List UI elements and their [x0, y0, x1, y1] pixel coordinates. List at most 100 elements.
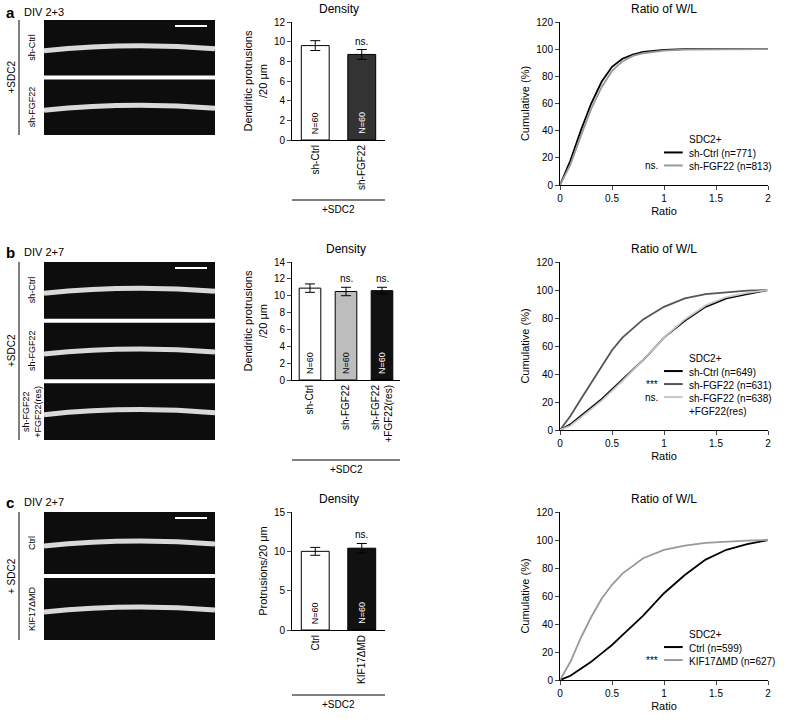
- svg-text:DIV 2+3: DIV 2+3: [24, 6, 64, 18]
- svg-text:12: 12: [274, 273, 286, 284]
- svg-text:0: 0: [557, 688, 563, 699]
- svg-text:KIF17ΔMD: KIF17ΔMD: [27, 586, 37, 631]
- svg-text:ns.: ns.: [340, 273, 353, 284]
- svg-text:1: 1: [661, 438, 667, 449]
- svg-text:4: 4: [279, 341, 285, 352]
- svg-text:+SDC2: +SDC2: [322, 204, 355, 215]
- svg-text:SDC2+: SDC2+: [689, 629, 722, 640]
- svg-text:sh-FGF22: sh-FGF22: [27, 87, 37, 128]
- svg-text:ns.: ns.: [645, 392, 658, 403]
- svg-text:SDC2+: SDC2+: [689, 134, 722, 145]
- svg-text:0: 0: [547, 425, 553, 436]
- svg-text:N=60: N=60: [341, 352, 351, 374]
- svg-text:1.5: 1.5: [709, 438, 723, 449]
- svg-text:10: 10: [274, 546, 286, 557]
- svg-text:5: 5: [279, 585, 285, 596]
- svg-text:DIV 2+7: DIV 2+7: [24, 246, 64, 258]
- svg-text:6: 6: [279, 76, 285, 87]
- svg-text:100: 100: [536, 285, 553, 296]
- svg-text:80: 80: [542, 71, 554, 82]
- svg-text:120: 120: [536, 257, 553, 268]
- svg-text:SDC2+: SDC2+: [689, 353, 722, 364]
- svg-text:Density: Density: [319, 2, 359, 16]
- svg-text:Ratio of W/L: Ratio of W/L: [631, 492, 697, 506]
- svg-text:Ctrl (n=599): Ctrl (n=599): [689, 643, 742, 654]
- svg-text:2: 2: [765, 688, 771, 699]
- svg-text:60: 60: [542, 341, 554, 352]
- svg-text:sh-FGF22+FGF22(res): sh-FGF22+FGF22(res): [21, 386, 43, 438]
- svg-text:80: 80: [542, 313, 554, 324]
- svg-text:Dendritic protrusions/20 μm: Dendritic protrusions/20 μm: [242, 30, 268, 131]
- svg-text:N=60: N=60: [310, 112, 320, 134]
- svg-text:Dendritic protrusions/20 μm: Dendritic protrusions/20 μm: [242, 270, 268, 371]
- svg-text:+SDC2: +SDC2: [330, 464, 363, 475]
- svg-text:0.5: 0.5: [605, 438, 619, 449]
- svg-text:sh-Ctrl (n=771): sh-Ctrl (n=771): [689, 148, 756, 159]
- svg-text:sh-Ctrl: sh-Ctrl: [310, 145, 321, 174]
- svg-text:8: 8: [279, 307, 285, 318]
- svg-text:sh-FGF22 (n=813): sh-FGF22 (n=813): [689, 161, 772, 172]
- svg-text:100: 100: [536, 44, 553, 55]
- svg-text:N=60: N=60: [357, 602, 367, 624]
- svg-text:12: 12: [274, 17, 286, 28]
- svg-text:ns.: ns.: [355, 36, 368, 47]
- svg-text:60: 60: [542, 98, 554, 109]
- svg-text:+ SDC2: + SDC2: [6, 558, 17, 594]
- svg-text:10: 10: [274, 290, 286, 301]
- svg-text:Ratio of W/L: Ratio of W/L: [631, 242, 697, 256]
- svg-text:60: 60: [542, 591, 554, 602]
- svg-text:0.5: 0.5: [605, 688, 619, 699]
- svg-text:Ratio: Ratio: [651, 205, 677, 217]
- svg-text:20: 20: [542, 152, 554, 163]
- svg-text:+SDC2: +SDC2: [6, 334, 17, 367]
- svg-text:0: 0: [557, 438, 563, 449]
- svg-text:15: 15: [274, 507, 286, 518]
- svg-text:1.5: 1.5: [709, 688, 723, 699]
- svg-text:40: 40: [542, 369, 554, 380]
- svg-text:b: b: [6, 244, 15, 261]
- svg-text:DIV 2+7: DIV 2+7: [24, 496, 64, 508]
- svg-text:0.5: 0.5: [605, 193, 619, 204]
- svg-text:8: 8: [279, 56, 285, 67]
- svg-text:2: 2: [279, 358, 285, 369]
- svg-text:80: 80: [542, 563, 554, 574]
- svg-text:N=60: N=60: [377, 352, 387, 374]
- svg-text:0: 0: [279, 625, 285, 636]
- svg-text:0: 0: [279, 375, 285, 386]
- svg-text:sh-Ctrl: sh-Ctrl: [27, 277, 37, 304]
- svg-text:1: 1: [661, 688, 667, 699]
- svg-text:KIF17ΔMD: KIF17ΔMD: [356, 635, 367, 684]
- svg-text:Ratio: Ratio: [651, 700, 677, 712]
- svg-text:sh-FGF22: sh-FGF22: [356, 145, 367, 190]
- svg-text:6: 6: [279, 324, 285, 335]
- svg-text:Density: Density: [319, 492, 359, 506]
- svg-text:+SDC2: +SDC2: [6, 61, 17, 94]
- svg-text:sh-FGF22 (n=638)+FGF22(res): sh-FGF22 (n=638)+FGF22(res): [689, 393, 772, 417]
- svg-text:KIF17ΔMD (n=627): KIF17ΔMD (n=627): [689, 656, 775, 667]
- svg-text:a: a: [6, 4, 15, 21]
- svg-text:0: 0: [279, 135, 285, 146]
- svg-text:sh-Ctrl (n=649): sh-Ctrl (n=649): [689, 367, 756, 378]
- svg-text:100: 100: [536, 535, 553, 546]
- svg-text:ns.: ns.: [645, 160, 658, 171]
- svg-text:Ctrl: Ctrl: [27, 536, 37, 550]
- svg-text:0: 0: [547, 180, 553, 191]
- svg-text:***: ***: [646, 655, 658, 666]
- svg-text:2: 2: [279, 115, 285, 126]
- svg-text:1.5: 1.5: [709, 193, 723, 204]
- svg-text:Ctrl: Ctrl: [310, 635, 321, 651]
- svg-text:Protrusions/20 μm: Protrusions/20 μm: [257, 526, 269, 615]
- svg-text:40: 40: [542, 125, 554, 136]
- svg-text:Cumulative (%): Cumulative (%): [519, 308, 531, 383]
- svg-text:20: 20: [542, 397, 554, 408]
- svg-text:sh-FGF22: sh-FGF22: [340, 385, 351, 430]
- svg-text:4: 4: [279, 95, 285, 106]
- svg-text:N=60: N=60: [310, 602, 320, 624]
- svg-text:0: 0: [557, 193, 563, 204]
- svg-text:sh-FGF22: sh-FGF22: [27, 330, 37, 371]
- svg-text:120: 120: [536, 507, 553, 518]
- svg-text:N=60: N=60: [357, 112, 367, 134]
- svg-text:***: ***: [646, 379, 658, 390]
- svg-text:2: 2: [765, 193, 771, 204]
- svg-text:N=60: N=60: [305, 352, 315, 374]
